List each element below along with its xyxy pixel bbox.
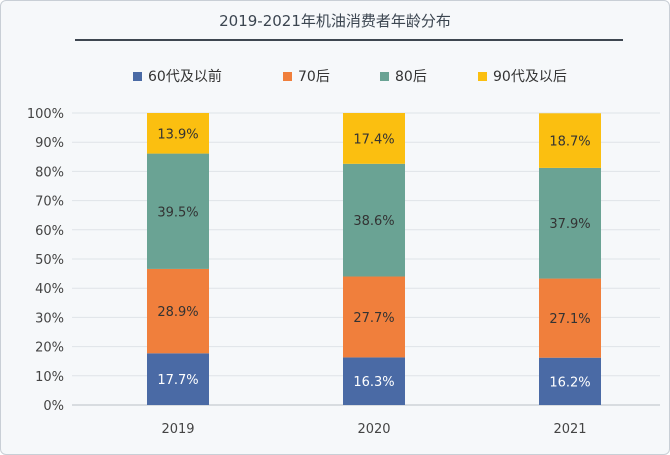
bar-value-label: 18.7% xyxy=(549,135,590,150)
bar-value-label: 27.7% xyxy=(353,311,394,326)
y-tick-label: 20% xyxy=(35,341,64,356)
legend-item-70s: 70后 xyxy=(283,66,330,86)
y-tick-label: 40% xyxy=(35,282,64,297)
x-tick-label: 2021 xyxy=(553,422,586,437)
bar-value-label: 28.9% xyxy=(157,305,198,320)
bar-segment xyxy=(147,113,209,154)
y-tick-label: 70% xyxy=(35,195,64,210)
bar-value-label: 16.3% xyxy=(353,375,394,390)
legend-item-80s: 80后 xyxy=(380,66,427,86)
y-tick-label: 10% xyxy=(35,370,64,385)
bar-segment xyxy=(539,278,601,358)
legend-label-60s: 60代及以前 xyxy=(148,69,222,85)
data-labels: 17.7% 28.9% 39.5% 13.9% 16.3% 27.7% 38.6% 17.4%… xyxy=(157,127,590,390)
bar-value-label: 13.9% xyxy=(157,127,198,142)
bar-value-label: 17.7% xyxy=(157,373,198,388)
bar-value-label: 37.9% xyxy=(549,217,590,232)
bar-segment xyxy=(147,268,209,354)
bar-value-label: 16.2% xyxy=(549,375,590,390)
bar-segment xyxy=(539,167,601,279)
bar-value-label: 38.6% xyxy=(353,214,394,229)
y-axis: 0% 10% 20% 30% 40% 50% 60% 70% 80% 90% 100% xyxy=(27,107,64,414)
legend-swatch-70s xyxy=(283,71,292,81)
legend-swatch-80s xyxy=(380,71,389,81)
bar-segment xyxy=(539,113,601,168)
legend-label-70s: 70后 xyxy=(298,69,330,85)
y-tick-label: 100% xyxy=(27,107,64,122)
x-tick-label: 2020 xyxy=(357,422,390,437)
x-tick-label: 2019 xyxy=(161,422,194,437)
legend-item-60s: 60代及以前 xyxy=(133,66,222,86)
legend-item-90s: 90代及以后 xyxy=(478,66,567,86)
y-tick-label: 30% xyxy=(35,311,64,326)
bar-segment xyxy=(147,353,209,405)
y-tick-label: 0% xyxy=(43,399,64,414)
chart-title: 2019-2021年机油消费者年龄分布 xyxy=(219,12,451,30)
legend: 60代及以前 70后 80后 90代及以后 xyxy=(0,66,670,86)
bar-segment xyxy=(343,357,405,405)
bar-segment xyxy=(343,276,405,358)
bar-segment xyxy=(539,357,601,405)
title-underline xyxy=(75,39,623,41)
bar-segment xyxy=(343,113,405,164)
legend-swatch-90s xyxy=(478,71,487,81)
bar-value-label: 17.4% xyxy=(353,132,394,147)
y-tick-label: 90% xyxy=(35,136,64,151)
y-tick-label: 60% xyxy=(35,224,64,239)
bar-segment xyxy=(343,163,405,277)
legend-label-80s: 80后 xyxy=(395,69,427,85)
legend-swatch-60s xyxy=(133,71,142,81)
y-tick-label: 80% xyxy=(35,165,64,180)
bar-value-label: 27.1% xyxy=(549,312,590,327)
bars xyxy=(147,113,601,405)
y-tick-label: 50% xyxy=(35,253,64,268)
bar-value-label: 39.5% xyxy=(157,205,198,220)
bar-segment xyxy=(147,153,209,269)
x-axis: 2019 2020 2021 xyxy=(161,422,586,437)
legend-label-90s: 90代及以后 xyxy=(493,69,567,85)
